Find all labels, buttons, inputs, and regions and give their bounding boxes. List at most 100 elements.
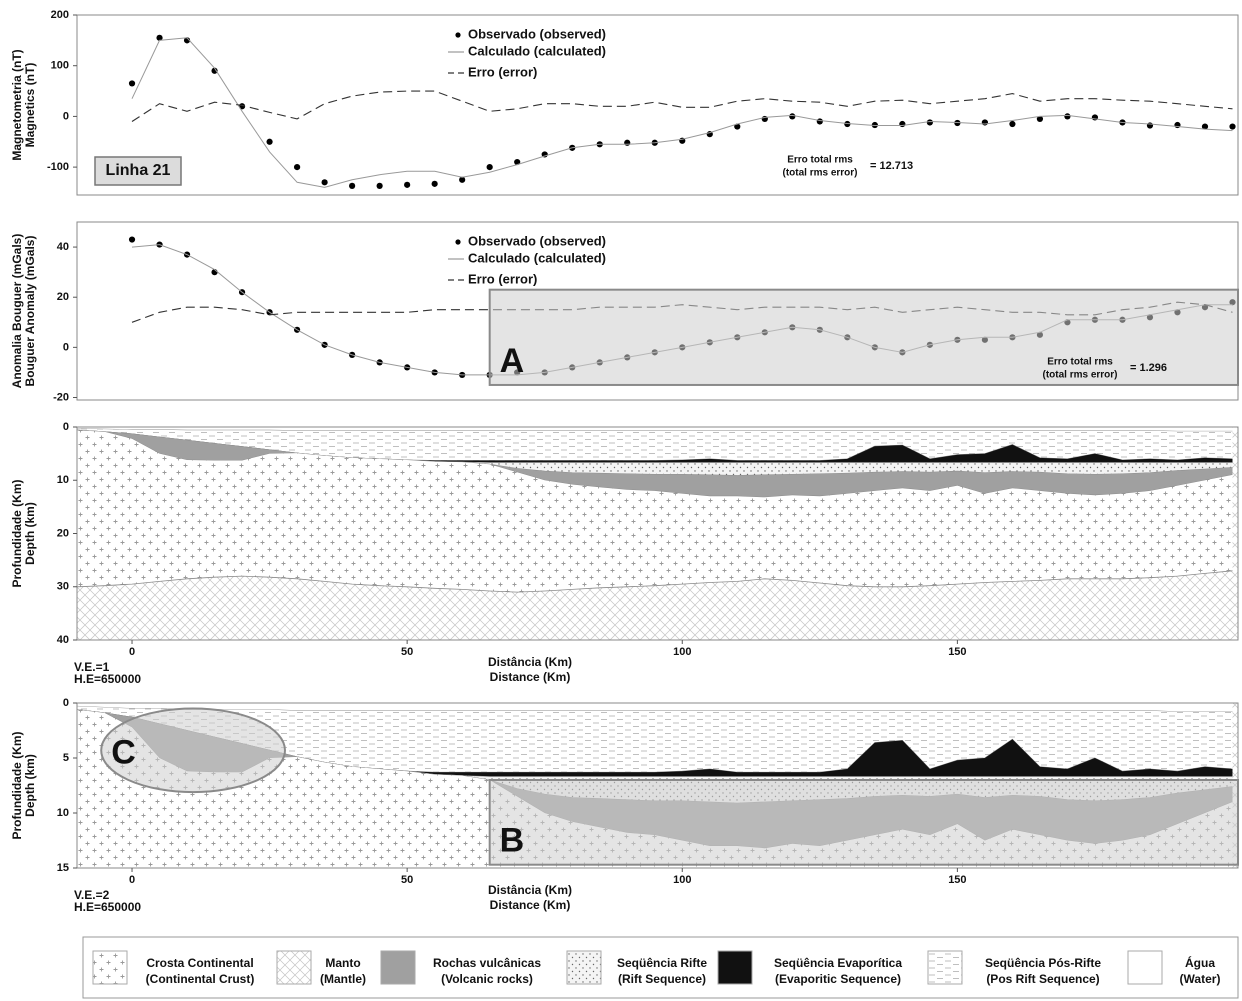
legend-swatch [1127,950,1163,985]
data-point [981,119,988,126]
plot-frame [76,14,1239,196]
legend-label: Calculado (calculated) [468,250,606,265]
y-axis-label: Depth (km) [23,502,37,565]
legend-label-en: (Water) [1180,972,1221,986]
x-axis-label: Distância (Km) [488,883,572,897]
data-point [954,119,961,127]
x-tick-label: 100 [673,646,691,658]
data-point [624,139,631,146]
y-axis-label: Bouguer Anomaly (mGals) [23,236,37,387]
legend-swatch [927,950,963,985]
data-point [321,179,328,186]
x-tick-label: 0 [129,646,135,658]
legend: Crosta Continental (Continental Crust) Man… [82,936,1239,999]
data-point [293,164,301,171]
data-point [1036,115,1044,123]
series-line [131,37,1233,188]
data-point [789,113,796,120]
y-tick-label: 200 [51,9,69,21]
region-label: C [111,733,136,771]
y-axis-label: Profundidade (Km) [10,732,24,840]
x-tick-label: 0 [129,874,135,886]
legend-label: Manto [325,956,360,970]
y-tick-label: -20 [53,391,69,403]
legend-glyph [455,239,461,245]
data-point [926,119,933,126]
data-point [404,181,411,188]
legend-swatch [380,950,416,985]
data-point [266,138,273,145]
data-point [816,118,823,125]
data-point [211,67,218,74]
layer [77,427,1233,432]
legend-glyph [455,32,461,38]
data-point [486,164,493,171]
rms-label: Erro total rms [1047,357,1113,368]
y-tick-label: 30 [57,581,69,593]
legend-label: Seqüência Pós-Rifte [985,956,1101,970]
note: V.E.=2 [74,888,110,902]
data-point [349,182,356,189]
rms-value: = 1.296 [1130,362,1167,374]
layer [77,428,1233,461]
data-point [1146,122,1154,129]
data-point [1201,123,1209,130]
layer [77,430,1233,476]
legend-frame [82,936,1239,999]
legend-label-en: (Volcanic rocks) [441,972,533,986]
y-tick-label: 0 [63,697,69,709]
x-axis-label: Distance (Km) [490,898,571,912]
panel: B C 0 5 10 15 Profundidade (Km) Depth (km) 0 50 10… [10,697,1239,914]
y-tick-label: 40 [57,634,69,646]
data-point [1009,120,1016,128]
x-axis-label: Distância (Km) [488,655,572,669]
legend-label: Água [1185,955,1215,970]
legend-label: Erro (error) [468,271,537,286]
legend-label-en: (Mantle) [320,972,366,986]
data-point [1064,113,1071,120]
legend-swatch [717,950,753,985]
rms-label: (total rms error) [1042,370,1117,381]
y-tick-label: 20 [57,291,69,303]
data-point [128,236,136,243]
x-tick-label: 150 [948,646,966,658]
plot-frame [76,702,1239,869]
plot-frame [76,221,1239,401]
y-axis-label: Profundidade (Km) [10,480,24,588]
data-point [431,180,438,187]
region [100,707,286,794]
legend-label-en: (Pos Rift Sequence) [986,972,1099,986]
data-point [128,80,136,87]
y-tick-label: 0 [63,110,69,122]
legend-label: Observado (observed) [468,26,606,41]
label-box [94,156,182,186]
y-tick-label: 100 [51,60,69,72]
rms-label: (total rms error) [782,168,857,179]
note: V.E.=1 [74,660,110,674]
y-tick-label: 10 [57,807,69,819]
layer [77,709,1233,868]
data-point [844,120,851,128]
plot-area [128,34,1236,189]
layer-boundary [77,570,1233,593]
x-tick-label: 150 [948,874,966,886]
legend-label-en: (Continental Crust) [146,972,255,986]
y-axis-label: Depth (km) [23,754,37,817]
layer [77,430,1233,463]
panel: A Observado (observed) Calculado (calculat… [10,221,1239,403]
legend-label-en: (Evaporitic Sequence) [775,972,901,986]
layer [77,709,1233,777]
legend-swatch [566,950,602,985]
y-tick-label: 0 [63,421,69,433]
region-label: B [500,822,525,860]
rms-label: Erro total rms [787,155,853,166]
x-tick-label: 50 [401,874,413,886]
layer [77,706,1233,773]
legend-label: Rochas vulcânicas [433,956,541,970]
y-tick-label: -100 [47,161,69,173]
data-point [183,37,191,44]
y-tick-label: 5 [63,752,69,764]
layer [77,430,1233,593]
region [488,288,1239,386]
series-line [131,90,1233,122]
